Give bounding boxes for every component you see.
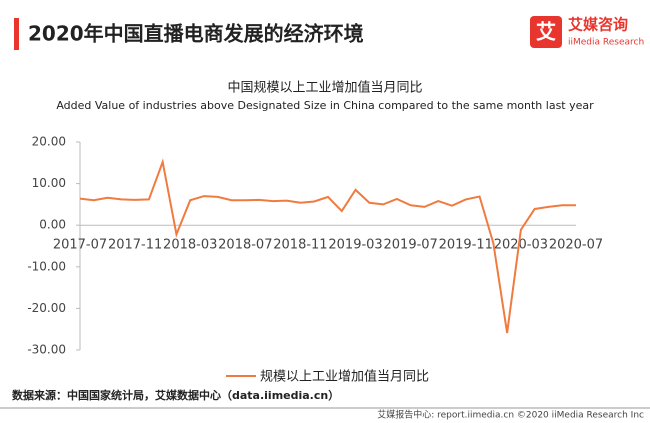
x-tick-label: 2019-07 bbox=[384, 238, 438, 253]
y-tick-label: 20.00 bbox=[32, 135, 66, 149]
y-tick-label: -20.00 bbox=[27, 301, 66, 315]
y-tick-label: 10.00 bbox=[32, 176, 66, 190]
source: 数据来源：中国国家统计局，艾媒数据中心（data.iimedia.cn） bbox=[12, 388, 339, 402]
y-tick-label: -30.00 bbox=[27, 343, 66, 357]
x-tick-label: 2019-03 bbox=[328, 238, 382, 253]
logo-icon bbox=[530, 16, 562, 48]
page-title: 2020年中国直播电商发展的经济环境 bbox=[28, 22, 364, 46]
legend-label: 规模以上工业增加值当月同比 bbox=[260, 369, 429, 385]
x-tick-label: 2017-11 bbox=[108, 238, 162, 253]
x-tick-label: 2019-11 bbox=[439, 238, 493, 253]
logo-en: iiMedia Research bbox=[568, 38, 644, 48]
x-tick-label: 2018-07 bbox=[218, 238, 272, 253]
y-tick-label: 0.00 bbox=[39, 218, 66, 232]
x-tick-label: 2018-11 bbox=[273, 238, 327, 253]
x-tick-label: 2018-03 bbox=[163, 238, 217, 253]
x-tick-label: 2017-07 bbox=[53, 238, 107, 253]
chart-subtitle: Added Value of industries above Designat… bbox=[56, 99, 594, 112]
chart-title: 中国规模以上工业增加值当月同比 bbox=[227, 80, 422, 96]
logo-glyph: 艾 bbox=[536, 20, 556, 44]
credit: 艾媒报告中心: report.iimedia.cn ©2020 iiMedia … bbox=[377, 409, 644, 421]
title-bar bbox=[14, 18, 19, 50]
logo-cn: 艾媒咨询 bbox=[568, 16, 628, 34]
y-tick-label: -10.00 bbox=[27, 259, 66, 273]
x-tick-label: 2020-03 bbox=[494, 238, 548, 253]
x-tick-label: 2020-07 bbox=[549, 238, 603, 253]
data-line bbox=[79, 158, 576, 334]
